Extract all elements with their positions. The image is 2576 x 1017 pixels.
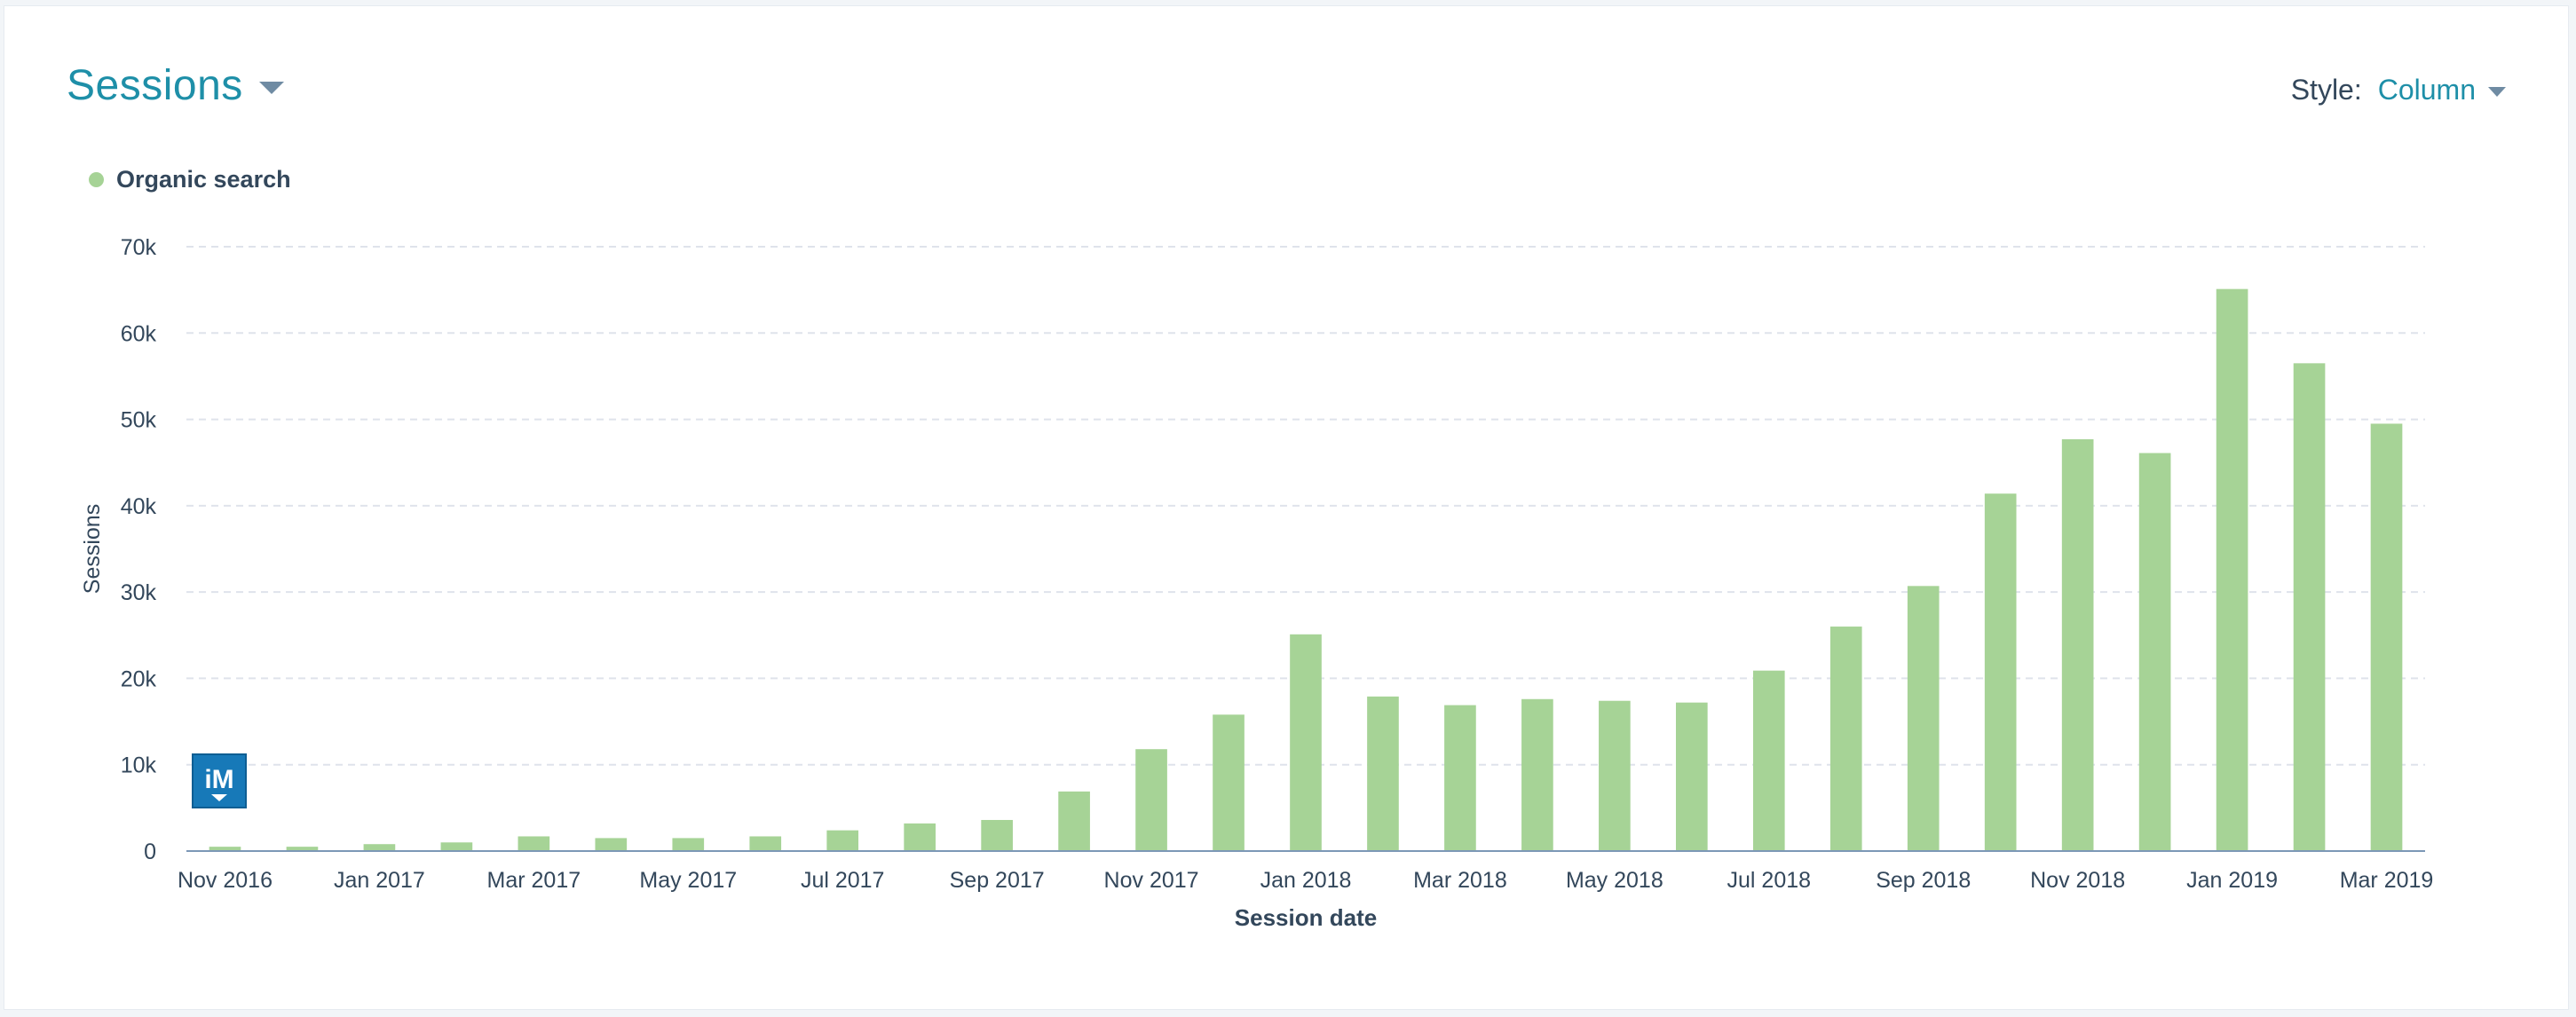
legend-dot-icon xyxy=(89,172,104,187)
x-tick-label: Sep 2017 xyxy=(950,868,1045,893)
chart-legend: Organic search xyxy=(89,166,291,193)
y-tick-label: 10k xyxy=(121,753,157,778)
chevron-down-icon xyxy=(2488,87,2506,97)
y-axis-title: Sessions xyxy=(80,504,105,594)
x-tick-label: May 2017 xyxy=(639,868,737,893)
bar xyxy=(1984,493,2017,851)
bar xyxy=(209,847,241,851)
y-tick-label: 50k xyxy=(121,408,157,433)
y-tick-label: 40k xyxy=(121,494,157,519)
im-logo: iM xyxy=(192,753,247,808)
bar xyxy=(826,830,859,851)
x-tick-label: Jul 2018 xyxy=(1727,868,1812,893)
bar xyxy=(2138,453,2171,851)
bar xyxy=(1752,670,1785,851)
bar xyxy=(2061,438,2094,851)
bar xyxy=(2293,363,2326,852)
bar xyxy=(1135,749,1167,851)
bar xyxy=(749,836,782,851)
y-tick-label: 20k xyxy=(121,666,157,691)
bar xyxy=(363,844,396,851)
y-tick-label: 0 xyxy=(144,840,156,864)
bar xyxy=(518,836,550,851)
bar xyxy=(1444,705,1476,851)
bar xyxy=(981,819,1013,851)
bar xyxy=(1213,714,1245,851)
legend-label: Organic search xyxy=(116,166,291,193)
x-tick-label: Jan 2017 xyxy=(334,868,425,893)
metric-dropdown[interactable]: Sessions xyxy=(67,61,284,110)
y-tick-label: 70k xyxy=(121,235,157,260)
bar xyxy=(595,838,628,851)
x-tick-label: Jul 2017 xyxy=(801,868,885,893)
bar xyxy=(1367,696,1399,851)
metric-title: Sessions xyxy=(67,62,243,109)
bar xyxy=(1058,791,1090,851)
chevron-down-icon xyxy=(258,81,284,94)
x-tick-label: Nov 2018 xyxy=(2030,868,2125,893)
x-tick-label: Mar 2017 xyxy=(487,868,581,893)
bar xyxy=(1907,586,1940,851)
bar xyxy=(1599,700,1631,851)
x-tick-label: Mar 2019 xyxy=(2340,868,2434,893)
style-value[interactable]: Column xyxy=(2377,74,2476,106)
svg-text:iM: iM xyxy=(204,765,233,794)
x-tick-label: Mar 2018 xyxy=(1413,868,1507,893)
bar xyxy=(1521,698,1553,851)
y-tick-label: 60k xyxy=(121,321,157,346)
x-tick-label: Sep 2018 xyxy=(1876,868,1971,893)
bar xyxy=(2370,423,2403,851)
x-tick-label: Nov 2016 xyxy=(178,868,273,893)
bar xyxy=(286,847,319,851)
x-axis-title: Session date xyxy=(1235,904,1377,931)
style-label: Style: xyxy=(2290,74,2362,106)
x-tick-label: Nov 2017 xyxy=(1104,868,1199,893)
bar xyxy=(672,838,705,851)
y-tick-label: 30k xyxy=(121,580,157,605)
x-tick-label: Jan 2018 xyxy=(1260,868,1352,893)
style-selector[interactable]: Style: Column xyxy=(2291,74,2506,106)
bar xyxy=(1290,634,1322,851)
bar xyxy=(2216,288,2248,851)
bar xyxy=(1829,627,1862,851)
bar xyxy=(440,842,473,851)
bar xyxy=(1675,702,1708,851)
x-tick-label: Jan 2019 xyxy=(2186,868,2278,893)
x-tick-label: May 2018 xyxy=(1566,868,1663,893)
bar xyxy=(904,823,936,851)
